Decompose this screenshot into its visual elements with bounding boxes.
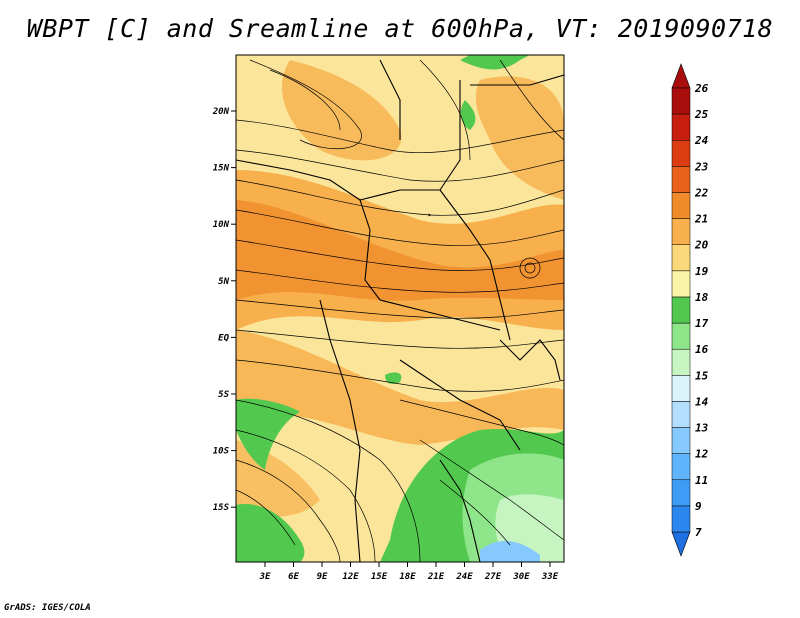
lon-tick-label: 12E	[342, 572, 359, 582]
lat-tick-label: 10N	[213, 220, 230, 230]
colorbar-label: 16	[695, 343, 709, 356]
colorbar-segment	[671, 401, 691, 428]
colorbar-segment	[671, 375, 691, 402]
colorbar-label: 9	[695, 500, 702, 513]
colorbar-segment	[671, 453, 691, 481]
colorbar-segment	[671, 270, 691, 298]
lat-tick-label: EQ	[218, 333, 229, 343]
colorbar-segment	[671, 348, 691, 376]
colorbar-label: 15	[695, 369, 709, 382]
colorbar-label: 21	[694, 213, 708, 226]
colorbar-label: 22	[694, 186, 709, 199]
longitude-axis: 3E 6E 9E 12E 15E 18E 21E 24E 27E 30E 33E	[259, 562, 559, 582]
lat-tick-label: 20N	[212, 107, 230, 117]
colorbar-segment	[671, 166, 691, 193]
colorbar-bottom-arrow	[671, 531, 691, 557]
lon-tick-label: 33E	[541, 572, 559, 582]
lon-tick-label: 27E	[484, 572, 502, 582]
colorbar-top-arrow	[671, 63, 691, 89]
lon-tick-label: 15E	[371, 572, 388, 582]
colorbar-label: 24	[694, 134, 709, 147]
latitude-axis: 20N 15N 10N 5N EQ 5S 10S 15S	[212, 107, 236, 513]
lon-tick-label: 24E	[455, 572, 473, 582]
colorbar-segment	[671, 139, 691, 167]
lat-tick-label: 15N	[213, 164, 230, 174]
colorbar-segment	[671, 87, 691, 115]
streamlines	[236, 59, 564, 562]
lat-tick-label: 10S	[213, 447, 230, 457]
colorbar-label: 26	[694, 82, 709, 95]
colorbar-label: 14	[695, 395, 709, 408]
colorbar-label: 13	[695, 422, 709, 435]
lon-tick-label: 18E	[399, 572, 416, 582]
lon-tick-label: 30E	[512, 572, 530, 582]
colorbar-label: 11	[695, 474, 708, 487]
colorbar: 7 9 11 12 13 14 15 16 17 18 19 20 21 22 23 24 25 26	[671, 63, 709, 557]
colorbar-label: 25	[694, 108, 709, 121]
colorbar-label: 23	[694, 160, 709, 173]
colorbar-segment	[671, 479, 691, 507]
colorbar-label: 20	[694, 239, 709, 252]
colorbar-label: 18	[695, 291, 709, 304]
lat-tick-label: 5N	[218, 277, 229, 287]
colorbar-label: 19	[695, 265, 709, 278]
colorbar-segment	[671, 322, 691, 350]
lon-tick-label: 3E	[259, 572, 271, 582]
colorbar-segment	[671, 218, 691, 245]
lat-tick-label: 15S	[213, 503, 230, 513]
colorbar-segment	[671, 244, 691, 272]
colorbar-segment	[671, 113, 691, 141]
colorbar-label: 17	[695, 317, 709, 330]
colorbar-label: 7	[695, 526, 702, 539]
country-borders	[236, 59, 564, 562]
map-frame	[235, 54, 565, 563]
colorbar-segment	[671, 427, 691, 454]
lon-tick-label: 21E	[427, 572, 445, 582]
lon-tick-label: 6E	[288, 572, 299, 582]
chart-title: WBPT [C] and Sreamline at 600hPa, VT: 20…	[26, 14, 774, 43]
colorbar-label: 12	[695, 448, 709, 461]
grads-credit: GrADS: IGES/COLA	[4, 603, 91, 613]
colorbar-segment	[671, 192, 691, 219]
lon-tick-label: 9E	[317, 572, 328, 582]
colorbar-segment	[671, 505, 691, 533]
colorbar-segment	[671, 296, 691, 324]
lat-tick-label: 5S	[218, 390, 229, 400]
